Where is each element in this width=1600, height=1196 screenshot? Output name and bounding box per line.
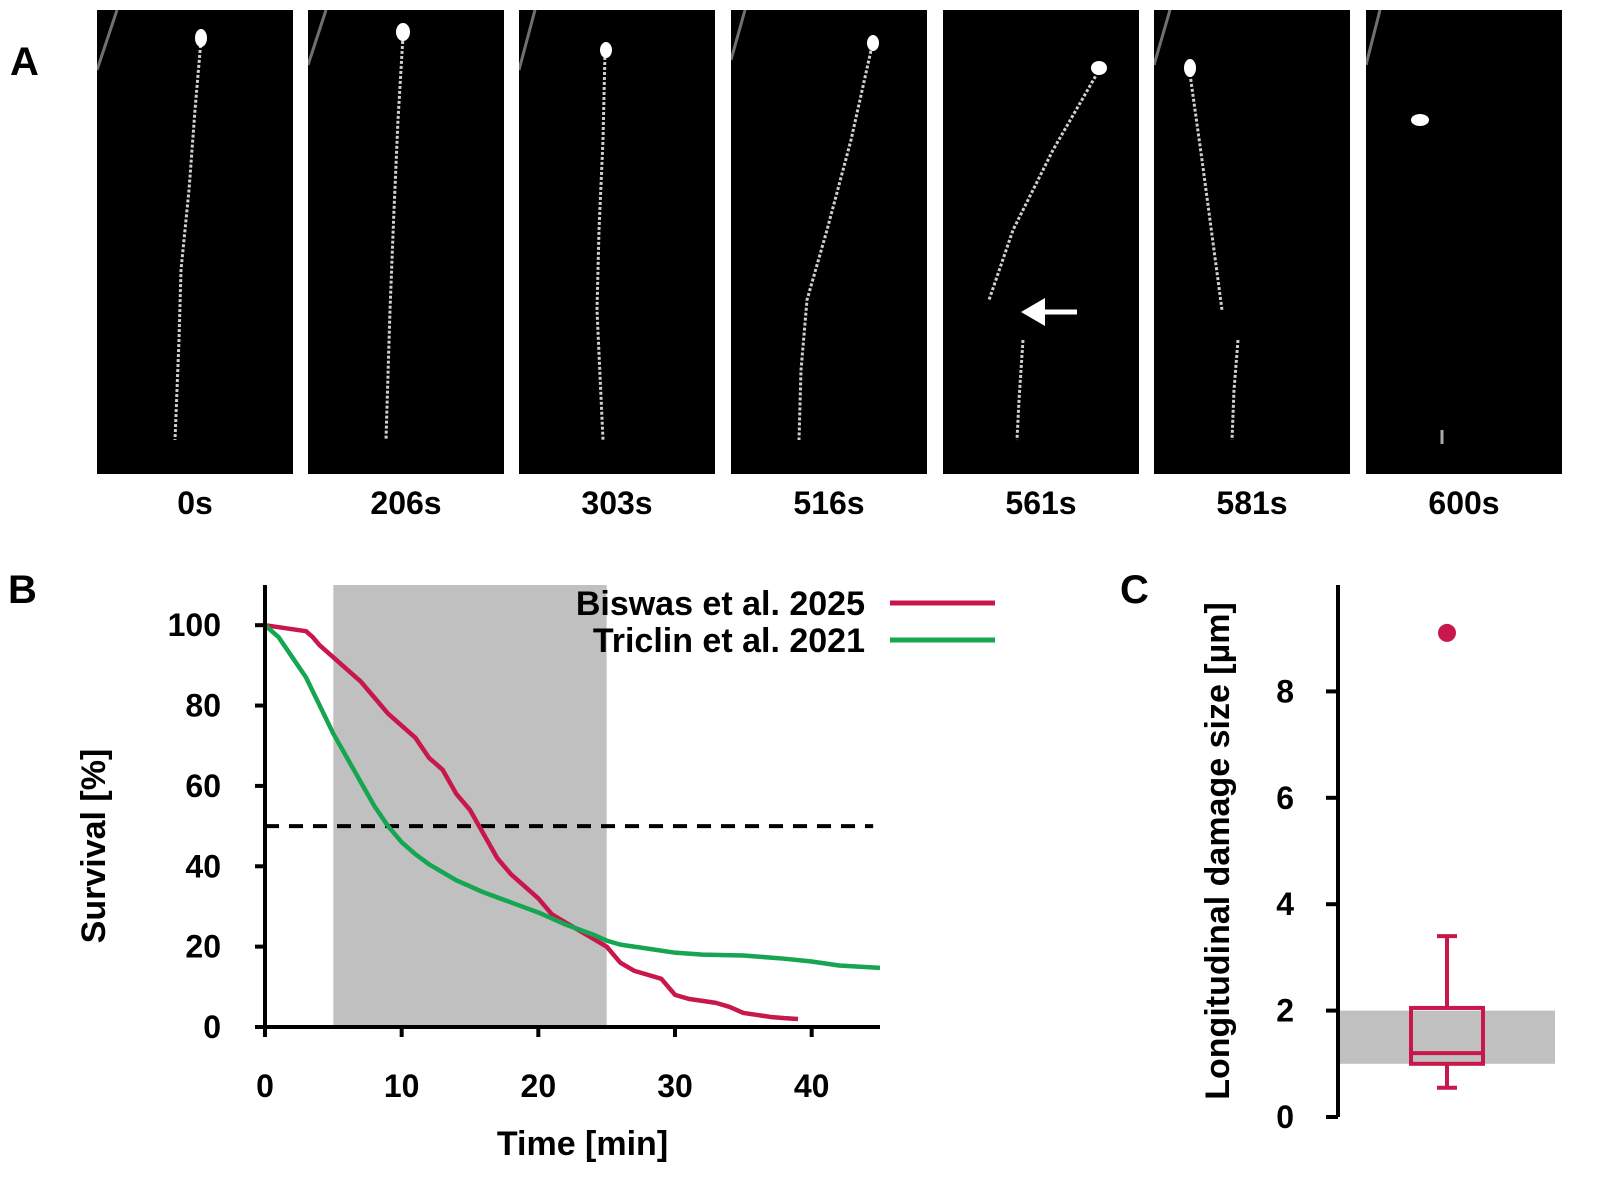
- shaded-window: [333, 585, 607, 1027]
- microscopy-frame-6: [1154, 10, 1350, 474]
- frame-time-label: 600s: [1428, 485, 1500, 521]
- y-tick-label: 0: [1276, 1099, 1294, 1135]
- outlier-point: [1438, 623, 1456, 642]
- y-axis-label: Survival [%]: [75, 749, 113, 944]
- microscopy-frame-5: [943, 10, 1139, 474]
- x-tick-label: 20: [521, 1068, 557, 1104]
- frame-time-label: 206s: [370, 485, 442, 521]
- frame-time-label: 516s: [793, 485, 865, 521]
- microscopy-frame-4: [731, 10, 927, 474]
- legend-label: Triclin et al. 2021: [593, 622, 865, 660]
- x-tick-label: 30: [657, 1068, 693, 1104]
- y-tick-label: 20: [185, 929, 221, 965]
- frame-time-label: 0s: [177, 485, 213, 521]
- x-tick-label: 40: [794, 1068, 830, 1104]
- series-line: [263, 623, 881, 971]
- y-tick-label: 4: [1276, 886, 1294, 922]
- y-tick-label: 8: [1276, 673, 1294, 709]
- x-tick-label: 10: [384, 1068, 420, 1104]
- panel-label-c: C: [1120, 568, 1149, 612]
- frame-time-label: 581s: [1216, 485, 1288, 521]
- y-tick-label: 40: [185, 848, 221, 884]
- y-tick-label: 80: [185, 688, 221, 724]
- panel-label-a: A: [10, 40, 39, 84]
- box-iqr: [1409, 1005, 1485, 1066]
- frame-time-label: 303s: [581, 485, 653, 521]
- shaded-range: [1340, 1010, 1555, 1064]
- microscopy-frame-3: [519, 10, 715, 474]
- microscopy-frame-7: [1366, 10, 1562, 474]
- microscopy-frame-1: [97, 10, 293, 474]
- survival-chart: 0 20 40 60 80 100 0 10 20 30 40 Time [min] Survival …: [75, 585, 995, 1163]
- arrow-left-icon: [1021, 298, 1077, 326]
- legend-label: Biswas et al. 2025: [576, 585, 865, 623]
- frame-time-label: 561s: [1005, 485, 1077, 521]
- microscopy-frame-2: [308, 10, 504, 474]
- y-tick-label: 100: [168, 607, 221, 643]
- damage-size-boxplot: 0 2 4 6 8 Longitudinal damage size [µm]: [1199, 585, 1555, 1135]
- y-axis-label: Longitudinal damage size [µm]: [1199, 602, 1237, 1100]
- series-line: [264, 622, 799, 1022]
- panel-label-b: B: [8, 568, 37, 612]
- y-tick-label: 2: [1276, 993, 1294, 1029]
- y-tick-label: 6: [1276, 780, 1294, 816]
- y-tick-label: 60: [185, 768, 221, 804]
- x-axis-label: Time [min]: [497, 1125, 668, 1163]
- y-tick-label: 0: [203, 1009, 221, 1045]
- x-tick-label: 0: [256, 1068, 274, 1104]
